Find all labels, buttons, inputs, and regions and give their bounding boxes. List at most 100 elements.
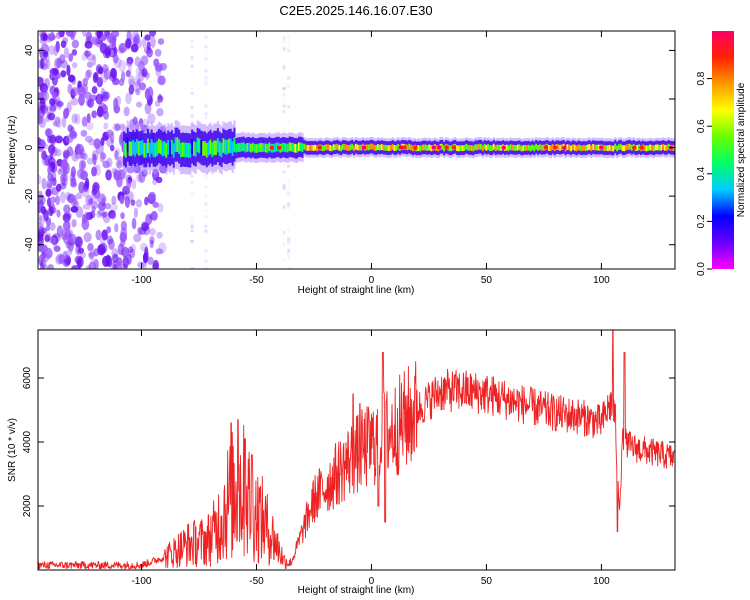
spectrogram-cell	[336, 143, 339, 150]
spectrogram-cell	[367, 144, 370, 151]
spectrogram-cell	[391, 143, 394, 150]
spectrogram-cell	[181, 142, 185, 157]
spectrogram-cell	[38, 222, 44, 231]
spectrogram-cell	[126, 179, 132, 189]
spectrogram-cell	[92, 153, 97, 166]
spectrogram-cell	[165, 143, 168, 158]
spectrogram-cell	[395, 145, 398, 151]
spectrogram-cell	[552, 145, 559, 150]
spectrogram-cell	[282, 104, 286, 108]
spectrogram-cell	[46, 128, 51, 138]
spectrogram-cell	[69, 174, 76, 183]
spectrogram-cell	[492, 143, 495, 150]
spectrogram-cell	[170, 139, 173, 155]
spectrogram-cell	[527, 144, 530, 151]
spectrogram-cell	[384, 144, 387, 151]
spectrogram-cell	[71, 113, 78, 124]
spectrogram-cell	[282, 160, 286, 164]
spectrogram-cell	[66, 146, 74, 157]
spectrogram-cell	[443, 145, 446, 152]
y-tick-label: 40	[24, 44, 35, 56]
spectrogram-cell	[215, 140, 218, 155]
spectrogram-cell	[54, 148, 62, 157]
spectrogram-cell	[204, 57, 208, 61]
spectrogram-cell	[213, 140, 216, 156]
spectrogram-cell	[224, 139, 227, 155]
spectrogram-cell	[100, 152, 107, 160]
spectrogram-cell	[40, 92, 47, 104]
spectrogram-cell	[157, 95, 164, 103]
spectrogram-cell	[209, 139, 212, 155]
spectrogram-cell	[104, 202, 111, 210]
spectrogram-cell	[287, 119, 291, 123]
spectrogram-cell	[242, 142, 245, 152]
spectrogram-cell	[276, 145, 283, 150]
spectrogram-cell	[393, 145, 396, 151]
spectrogram-cell	[612, 145, 615, 152]
spectrogram-cell	[616, 145, 619, 152]
spectrogram-cell	[117, 156, 124, 164]
spectrogram-cell	[172, 143, 175, 158]
spectrogram-cell	[283, 251, 286, 254]
spectrogram-cell	[204, 259, 208, 263]
spectrogram-y-axis: 40 20 0 -20 -40	[24, 44, 675, 252]
spectrogram-cell	[54, 116, 61, 128]
spectrogram-cell	[38, 76, 44, 87]
spectrogram-cell	[287, 250, 291, 254]
spectrogram-cell	[518, 144, 521, 151]
spectrogram-cell	[373, 144, 376, 151]
spectrogram-cell	[621, 145, 624, 152]
spectrogram-cell	[101, 195, 107, 204]
spectrogram-cell	[287, 267, 291, 269]
spectrogram-cell	[658, 144, 661, 151]
spectrogram-cell	[40, 32, 48, 42]
spectrogram-cell	[96, 31, 101, 40]
spectrogram-cell	[378, 144, 381, 151]
spectrogram-cell	[137, 141, 140, 156]
spectrogram-cell	[83, 232, 92, 243]
spectrogram-cell	[135, 139, 139, 154]
spectrogram-cell	[479, 143, 483, 150]
spectrogram-cell	[40, 58, 45, 69]
spectrogram-cell	[317, 145, 323, 150]
spectrogram-cell	[513, 144, 516, 151]
spectrogram-cell	[314, 144, 317, 151]
spectrogram-cell	[84, 135, 93, 143]
spectrogram-cell	[204, 141, 207, 156]
spectrogram-cell	[83, 181, 89, 192]
spectrogram-cell	[134, 141, 137, 157]
spectrogram-cell	[598, 145, 605, 150]
spectrogram-cell	[491, 145, 494, 152]
spectrogram-cell	[114, 223, 119, 233]
spectrogram-cell	[584, 145, 587, 152]
spectrogram-cell	[478, 143, 481, 150]
spectrogram-cell	[282, 170, 286, 174]
spectrogram-cell	[39, 244, 48, 253]
spectrogram-cell	[81, 218, 90, 231]
x-tick-label: 100	[593, 576, 610, 587]
spectrogram-cell	[169, 141, 172, 157]
spectrogram-cell	[287, 202, 291, 206]
spectrogram-cell	[538, 144, 541, 151]
spectrogram-cell	[99, 212, 106, 219]
spectrogram-cell	[152, 259, 160, 269]
spectrogram-cell	[47, 156, 56, 167]
spectrogram-cell	[421, 144, 424, 151]
spectrogram-cell	[156, 108, 164, 117]
spectrogram-cell	[74, 255, 83, 264]
spectrogram-cell	[190, 229, 194, 233]
spectrogram-cell	[531, 144, 534, 151]
spectrogram-cell	[457, 145, 460, 152]
spectrogram-cell	[406, 144, 409, 151]
spectrogram-cell	[287, 75, 291, 79]
spectrogram-cell	[91, 188, 97, 196]
spectrogram-cell	[63, 254, 72, 266]
spectrogram-cell	[283, 142, 286, 152]
spectrogram-cell	[65, 191, 72, 201]
spectrogram-cell	[128, 78, 136, 87]
spectrogram-cell	[54, 135, 64, 144]
spectrogram-cell	[204, 112, 208, 116]
snr-series-line	[38, 330, 675, 570]
spectrogram-cell	[489, 145, 492, 152]
spectrogram-cell	[57, 168, 62, 175]
